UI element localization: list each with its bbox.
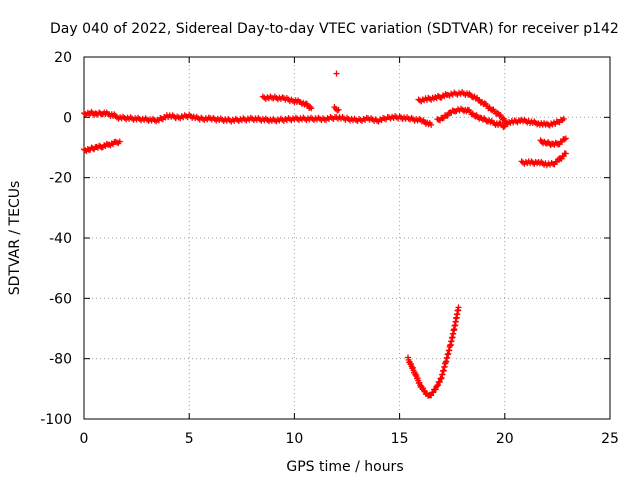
chart-title: Day 040 of 2022, Sidereal Day-to-day VTE… bbox=[50, 21, 619, 37]
x-tick-label: 5 bbox=[185, 431, 194, 447]
data-point bbox=[444, 112, 451, 119]
data-point bbox=[494, 109, 501, 116]
y-tick-label: -20 bbox=[49, 171, 72, 187]
x-tick-label: 15 bbox=[391, 431, 409, 447]
data-points bbox=[81, 70, 569, 399]
y-tick-label: -40 bbox=[49, 231, 72, 247]
x-tick-label: 0 bbox=[80, 431, 89, 447]
y-tick-label: -60 bbox=[49, 291, 72, 307]
data-point bbox=[475, 96, 482, 103]
x-tick-label: 20 bbox=[496, 431, 514, 447]
data-point bbox=[562, 135, 569, 142]
data-point bbox=[430, 389, 437, 396]
x-tick-label: 10 bbox=[285, 431, 303, 447]
data-point bbox=[455, 304, 462, 311]
x-tick-label: 25 bbox=[601, 431, 619, 447]
x-axis-label: GPS time / hours bbox=[286, 459, 403, 475]
data-point bbox=[481, 100, 488, 107]
data-point bbox=[308, 105, 315, 112]
data-point bbox=[116, 138, 123, 145]
y-axis-label: SDTVAR / TECUs bbox=[7, 181, 23, 296]
y-tick-label: 0 bbox=[63, 110, 72, 126]
data-point bbox=[560, 115, 567, 122]
grid-lines bbox=[84, 57, 610, 419]
y-tick-label: -80 bbox=[49, 352, 72, 368]
data-point bbox=[421, 387, 428, 394]
data-point bbox=[561, 136, 568, 143]
data-point bbox=[333, 70, 340, 77]
y-tick-label: -100 bbox=[40, 412, 72, 428]
plot-frame bbox=[83, 56, 611, 420]
data-point bbox=[432, 386, 439, 393]
axis-ticks: 20 0 -20 -40 -60 -80 -100 0 5 10 15 20 25 bbox=[40, 50, 619, 447]
data-point bbox=[335, 106, 342, 113]
data-point bbox=[553, 158, 560, 165]
data-point bbox=[562, 150, 569, 157]
data-point bbox=[428, 121, 435, 128]
y-tick-label: 20 bbox=[54, 50, 72, 66]
